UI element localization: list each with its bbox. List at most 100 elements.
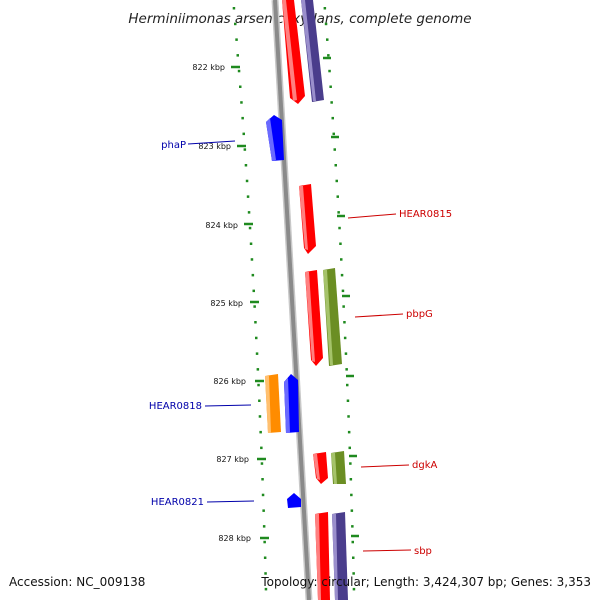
minor-tick xyxy=(347,430,351,434)
minor-tick xyxy=(326,38,329,41)
minor-tick xyxy=(235,38,238,41)
accession-text: Accession: NC_009138 xyxy=(9,575,145,589)
minor-tick xyxy=(263,556,267,559)
topology-text: Topology: circular; Length: 3,424,307 bp… xyxy=(260,575,591,589)
minor-tick xyxy=(258,399,261,402)
outer-tick-ring xyxy=(323,7,356,591)
minor-tick xyxy=(340,273,344,277)
minor-tick xyxy=(352,587,356,591)
minor-tick xyxy=(346,399,350,402)
minor-tick xyxy=(260,446,263,450)
minor-tick xyxy=(349,462,352,465)
minor-tick xyxy=(244,164,248,167)
minor-tick xyxy=(340,258,343,261)
minor-tick xyxy=(334,164,337,167)
minor-tick xyxy=(350,493,353,497)
cds-feature-reverse[interactable] xyxy=(287,493,301,508)
minor-tick xyxy=(250,258,254,261)
minor-tick xyxy=(352,572,355,575)
blast-hit-track xyxy=(301,0,348,600)
minor-tick xyxy=(248,226,252,230)
minor-tick xyxy=(241,116,244,120)
minor-tick xyxy=(264,572,267,575)
minor-tick xyxy=(253,305,256,308)
minor-tick xyxy=(324,22,328,26)
minor-tick xyxy=(259,430,262,434)
cog-feature-track xyxy=(265,268,346,484)
tick-label-826: 826 kbp xyxy=(213,377,246,386)
minor-tick xyxy=(346,383,349,387)
minor-tick xyxy=(246,195,250,198)
minor-tick xyxy=(337,211,340,214)
minor-tick xyxy=(338,226,341,230)
minor-tick xyxy=(247,211,251,214)
tick-label-822: 822 kbp xyxy=(192,63,225,72)
minor-tick xyxy=(348,446,351,450)
minor-tick xyxy=(258,415,262,418)
minor-tick xyxy=(254,321,257,324)
tick-label-823: 823 kbp xyxy=(198,142,231,151)
minor-tick xyxy=(351,540,354,544)
minor-tick xyxy=(350,509,354,512)
minor-tick xyxy=(339,242,342,245)
minor-tick xyxy=(251,273,255,277)
tick-label-828: 828 kbp xyxy=(218,534,251,543)
minor-tick xyxy=(335,179,338,183)
minor-tick xyxy=(257,383,260,387)
minor-tick xyxy=(336,195,339,198)
gene-label-pbpG[interactable]: pbpG xyxy=(406,309,433,320)
minor-tick xyxy=(232,7,236,10)
gene-label-sbp[interactable]: sbp xyxy=(414,546,432,557)
minor-tick xyxy=(342,305,345,308)
minor-tick xyxy=(263,540,266,544)
minor-tick xyxy=(323,7,327,10)
minor-tick xyxy=(328,69,331,73)
minor-tick xyxy=(329,85,332,88)
minor-tick xyxy=(343,336,347,340)
gene-label-dgkA[interactable]: dgkA xyxy=(412,460,437,471)
minor-tick xyxy=(255,336,258,340)
gene-label-HEAR0815[interactable]: HEAR0815 xyxy=(399,209,452,220)
minor-tick xyxy=(261,478,264,481)
minor-tick xyxy=(347,415,350,418)
minor-tick xyxy=(341,289,345,293)
gene-label-HEAR0821[interactable]: HEAR0821 xyxy=(151,497,204,508)
minor-tick xyxy=(255,352,259,355)
tick-label-825: 825 kbp xyxy=(210,299,243,308)
minor-tick xyxy=(260,462,264,465)
minor-tick xyxy=(252,289,255,293)
minor-tick xyxy=(240,101,243,104)
minor-tick xyxy=(234,22,237,26)
minor-tick xyxy=(352,556,355,559)
gene-label-phaP[interactable]: phaP xyxy=(161,140,186,151)
minor-tick xyxy=(236,54,239,57)
minor-tick xyxy=(345,368,348,371)
scale-ticks: 822 kbp 823 kbp 824 kbp 825 kbp 826 kbp … xyxy=(192,56,359,543)
minor-tick xyxy=(351,525,354,528)
tick-label-824: 824 kbp xyxy=(205,221,238,230)
minor-tick xyxy=(333,148,336,151)
minor-tick xyxy=(262,525,266,528)
minor-tick xyxy=(261,493,265,497)
minor-tick xyxy=(239,85,242,88)
minor-tick xyxy=(344,352,348,355)
gene-label-HEAR0818[interactable]: HEAR0818 xyxy=(149,401,202,412)
tick-label-827: 827 kbp xyxy=(216,455,249,464)
map-title: Herminiimonas arsenicoxydans, complete g… xyxy=(128,11,471,27)
genome-backbone xyxy=(271,0,313,600)
minor-tick xyxy=(332,132,335,136)
minor-tick xyxy=(264,587,268,591)
minor-tick xyxy=(249,242,253,245)
reverse-cds-track xyxy=(266,115,301,508)
minor-tick xyxy=(245,179,249,183)
minor-tick xyxy=(262,509,265,512)
minor-tick xyxy=(349,478,353,481)
minor-tick xyxy=(327,54,330,57)
forward-cds-track xyxy=(282,0,330,600)
minor-tick xyxy=(343,321,346,324)
minor-tick xyxy=(330,101,333,104)
minor-tick xyxy=(243,148,247,151)
gene-labels: phaP HEAR0815 pbpG HEAR0818 dgkA HEAR082… xyxy=(149,140,452,557)
